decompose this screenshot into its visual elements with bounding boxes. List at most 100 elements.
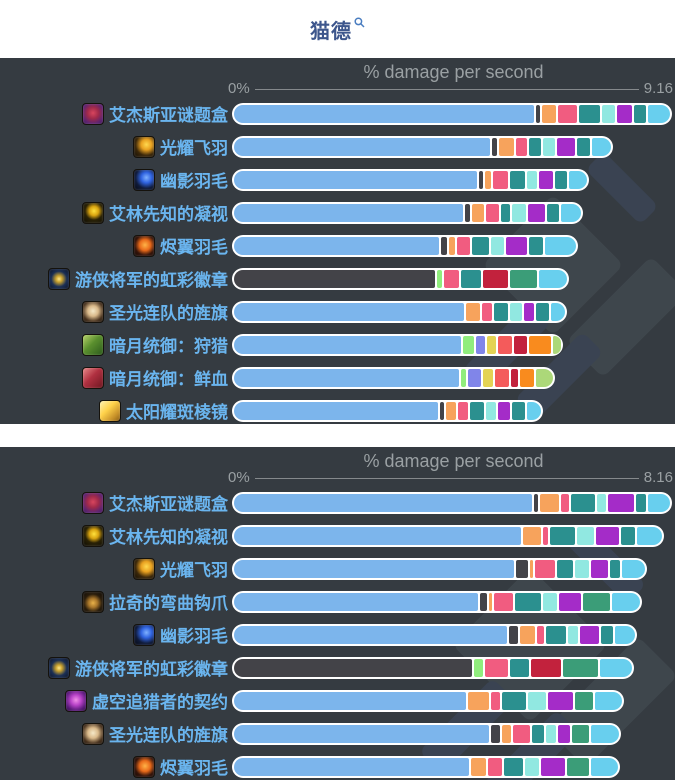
bar-segment-teal[interactable] [514,592,542,611]
bar-segment-orange[interactable] [542,104,557,123]
bar-segment-teal[interactable] [571,493,595,512]
bar-segment-dark[interactable] [441,236,447,255]
prophet-eye-icon[interactable] [82,201,104,224]
bar-segment-teal[interactable] [634,104,646,123]
bar-segment-mint[interactable] [528,691,546,710]
bar-segment-mint[interactable] [491,236,505,255]
bar-segment-orange[interactable] [499,137,514,156]
bar-segment-blue[interactable] [234,401,438,420]
bar-segment-pink[interactable] [515,137,528,156]
bar-segment-seagreen[interactable] [562,658,598,677]
bar-segment-sky[interactable] [621,559,646,578]
bar-segment-pink[interactable] [493,592,513,611]
bar-segment-dark[interactable] [439,401,445,420]
bar-segment-sky[interactable] [647,493,670,512]
bar-segment-pink[interactable] [542,526,549,545]
bar-segment-orange[interactable] [522,526,541,545]
gold-feather-icon[interactable] [133,557,155,580]
curved-hook-icon[interactable] [82,590,104,613]
item-link[interactable]: 艾林先知的凝视 [109,528,228,547]
bar-segment-mint[interactable] [512,203,526,222]
stacked-bar[interactable] [232,168,589,191]
stacked-bar[interactable] [232,234,578,257]
bar-segment-crimson[interactable] [531,658,561,677]
search-icon[interactable] [354,11,365,34]
bar-segment-blue[interactable] [234,368,459,387]
bar-segment-lime[interactable] [436,269,443,288]
stacked-bar[interactable] [232,201,584,224]
bar-segment-mint[interactable] [486,401,497,420]
bar-segment-pink[interactable] [457,236,471,255]
bar-segment-pink[interactable] [485,658,508,677]
item-link[interactable]: 艾杰斯亚谜题盒 [109,106,228,125]
bar-segment-seagreen[interactable] [509,269,537,288]
gold-feather-icon[interactable] [133,135,155,158]
bar-segment-crimson[interactable] [513,335,527,354]
bar-segment-teal[interactable] [554,170,567,189]
bar-segment-crimson[interactable] [510,368,519,387]
bar-segment-sky[interactable] [599,658,632,677]
stacked-bar[interactable] [232,557,648,580]
item-link[interactable]: 圣光连队的旌旗 [109,304,228,323]
bar-segment-purple[interactable] [506,236,528,255]
bar-segment-purple[interactable] [547,691,573,710]
bar-segment-pink[interactable] [488,757,502,776]
item-link[interactable]: 幽影羽毛 [160,627,228,646]
bar-segment-sky[interactable] [612,592,640,611]
bar-segment-blue[interactable] [234,104,535,123]
bar-segment-salmon[interactable] [494,368,509,387]
stacked-bar[interactable] [232,399,543,422]
bar-segment-yellow[interactable] [482,368,493,387]
bar-segment-dark[interactable] [492,137,498,156]
bar-segment-blue[interactable] [234,526,521,545]
item-link[interactable]: 烬翼羽毛 [160,759,228,778]
bar-segment-purple[interactable] [579,625,600,644]
bar-segment-mint[interactable] [543,137,555,156]
item-link[interactable]: 拉奇的弯曲钩爪 [109,594,228,613]
bar-segment-teal[interactable] [500,203,511,222]
bar-segment-blue[interactable] [234,592,478,611]
bar-segment-seagreen[interactable] [572,724,590,743]
stacked-bar[interactable] [232,623,637,646]
bar-segment-salmon[interactable] [498,335,512,354]
stacked-bar[interactable] [232,333,563,356]
stacked-bar[interactable] [232,366,556,389]
bar-segment-purple[interactable] [559,592,581,611]
bar-segment-teal[interactable] [635,493,646,512]
stacked-bar[interactable] [232,491,672,514]
item-link[interactable]: 幽影羽毛 [160,172,228,191]
bar-segment-blue[interactable] [234,302,464,321]
bar-segment-pink[interactable] [490,691,501,710]
bar-segment-teal[interactable] [535,302,549,321]
bar-segment-orange[interactable] [539,493,559,512]
bar-segment-purple[interactable] [541,757,565,776]
bar-segment-teal[interactable] [556,559,573,578]
bar-segment-purple[interactable] [558,724,571,743]
item-link[interactable]: 艾杰斯亚谜题盒 [109,495,228,514]
bar-segment-teal[interactable] [460,269,482,288]
bar-segment-dark[interactable] [509,625,518,644]
bar-segment-teal[interactable] [470,401,485,420]
bar-segment-sky[interactable] [560,203,582,222]
bar-segment-orange[interactable] [465,302,481,321]
bar-segment-blue[interactable] [234,137,491,156]
ember-feather-icon[interactable] [133,755,155,778]
bar-segment-teal[interactable] [546,203,559,222]
bar-segment-seagreen[interactable] [566,757,589,776]
void-contract-icon[interactable] [65,689,87,712]
bar-segment-dark[interactable] [478,170,484,189]
bar-segment-purple[interactable] [538,170,553,189]
item-link[interactable]: 游侠将军的虹彩徽章 [75,271,228,290]
bar-segment-teal[interactable] [472,236,490,255]
item-link[interactable]: 圣光连队的旌旗 [109,726,228,745]
puzzle-box-icon[interactable] [82,102,104,125]
bar-segment-teal[interactable] [509,658,530,677]
bar-segment-sky[interactable] [590,757,618,776]
bar-segment-brightorange[interactable] [520,368,535,387]
bar-segment-blue[interactable] [234,236,440,255]
bar-segment-sky[interactable] [538,269,568,288]
bar-segment-blue[interactable] [234,559,515,578]
bar-segment-blue[interactable] [234,757,470,776]
stacked-bar[interactable] [232,267,570,290]
bar-segment-purple[interactable] [616,104,633,123]
